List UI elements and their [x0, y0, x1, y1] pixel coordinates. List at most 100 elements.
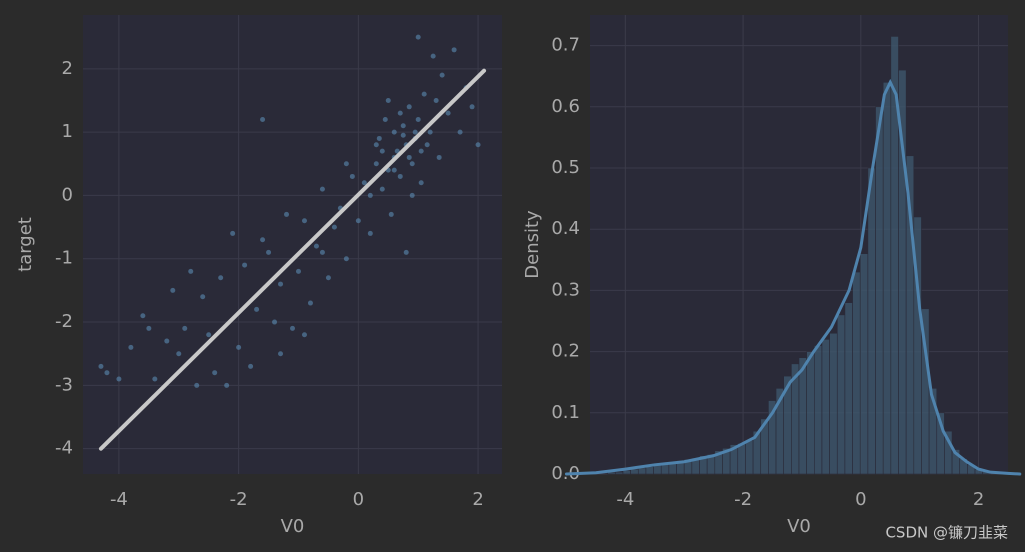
point	[400, 132, 406, 138]
point	[451, 47, 457, 53]
bar	[645, 466, 654, 475]
y-axis-label: target	[15, 217, 36, 272]
point	[295, 268, 301, 274]
point	[418, 180, 424, 186]
point	[224, 382, 230, 388]
x-axis-label: V0	[281, 516, 305, 537]
y-axis-label: Density	[522, 210, 543, 279]
x-axis-label: V0	[787, 516, 811, 537]
y-tick-label: -1	[55, 248, 73, 269]
point	[98, 363, 104, 369]
point	[421, 91, 427, 97]
point	[373, 161, 379, 167]
y-tick-label: 0.7	[551, 35, 580, 56]
point	[284, 211, 290, 217]
point	[343, 161, 349, 167]
point	[373, 142, 379, 148]
point	[367, 230, 373, 236]
y-tick-label: 0	[62, 184, 73, 205]
y-tick-label: 0.6	[551, 96, 580, 117]
bar	[737, 443, 746, 475]
point	[397, 110, 403, 116]
x-tick-label: 0	[353, 489, 364, 510]
point	[128, 344, 134, 350]
point	[331, 224, 337, 230]
y-tick-label: 1	[62, 121, 73, 142]
point	[457, 129, 463, 135]
x-tick-label: -2	[734, 489, 752, 510]
y-tick-label: 0.2	[551, 341, 580, 362]
bar	[637, 467, 647, 475]
point	[406, 104, 412, 110]
point	[475, 142, 481, 148]
bar	[852, 271, 861, 475]
point	[403, 249, 409, 255]
point	[242, 262, 248, 268]
point	[164, 338, 170, 344]
bar	[821, 339, 830, 475]
line	[98, 68, 487, 451]
point	[445, 110, 451, 116]
point	[355, 218, 361, 224]
bar	[836, 314, 846, 475]
bar	[814, 345, 823, 475]
bar	[844, 302, 853, 475]
point	[433, 97, 439, 103]
point	[301, 332, 307, 338]
point	[236, 344, 242, 350]
point	[391, 129, 397, 135]
point	[382, 116, 388, 122]
point	[290, 325, 295, 331]
bar	[867, 167, 876, 475]
point	[397, 173, 403, 179]
point	[230, 230, 236, 236]
y-tick-label: -2	[55, 311, 73, 332]
x-tick-label: -4	[616, 489, 634, 510]
point	[248, 363, 254, 369]
point	[436, 154, 442, 160]
point	[188, 268, 194, 274]
point	[439, 72, 445, 78]
point	[385, 97, 391, 103]
bar	[859, 253, 869, 475]
point	[307, 300, 313, 306]
point	[343, 256, 349, 262]
point	[412, 129, 418, 135]
y-tick-label: 0.1	[551, 402, 580, 423]
watermark: CSDN @镰刀韭菜	[885, 524, 1008, 542]
point	[409, 161, 415, 167]
point	[319, 249, 325, 255]
y-tick-label: 0.5	[551, 157, 580, 178]
point	[116, 376, 122, 382]
point	[170, 287, 176, 293]
point	[379, 186, 385, 192]
point	[367, 192, 373, 198]
x-tick-label: 0	[855, 489, 866, 510]
point	[376, 135, 382, 141]
bar	[615, 471, 624, 475]
point	[218, 275, 224, 281]
point	[278, 351, 284, 357]
bar	[875, 106, 884, 475]
point	[391, 167, 397, 173]
bar	[806, 351, 815, 475]
point	[388, 211, 394, 217]
point	[349, 173, 355, 179]
x-tick-label: 2	[472, 489, 483, 510]
x-tick-label: -4	[110, 489, 128, 510]
point	[104, 370, 110, 376]
x-tick-label: -2	[230, 489, 248, 510]
point	[266, 249, 272, 255]
point	[427, 129, 433, 135]
point	[200, 294, 206, 300]
point	[406, 154, 412, 160]
y-tick-label: -4	[55, 438, 73, 459]
point	[469, 104, 475, 110]
point	[194, 382, 200, 388]
y-tick-label: 0.4	[551, 218, 580, 239]
point	[212, 370, 218, 376]
point	[146, 325, 152, 331]
y-tick-label: -3	[55, 374, 73, 395]
bar	[622, 470, 631, 475]
